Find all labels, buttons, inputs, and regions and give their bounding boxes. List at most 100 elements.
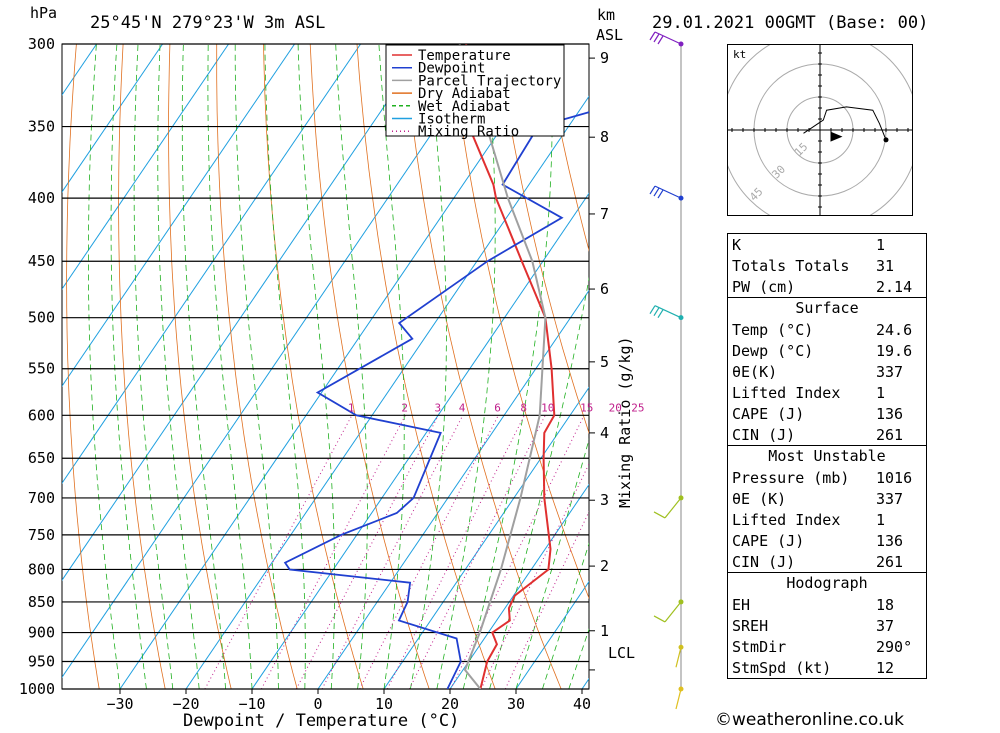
temperature-tick-label: 20: [441, 695, 459, 713]
indices-panel: K 1 Totals Totals 31 PW (cm) 2.14 Surface Tem…: [727, 233, 927, 679]
storm-motion-marker: [830, 131, 843, 142]
table-row: SREH 37: [728, 615, 928, 636]
dry-adiabat-line: [965, 44, 1000, 689]
pressure-tick-label: 550: [28, 360, 55, 378]
wind-barb: [653, 601, 682, 623]
mixing-ratio-label: 15: [580, 401, 593, 414]
parcel-trajectory-curve: [458, 44, 547, 689]
isotherm-line: [251, 192, 589, 689]
hodograph-trace: [803, 106, 887, 141]
pressure-tick-label: 650: [28, 449, 55, 467]
height-tick-label: 4: [600, 424, 609, 442]
index-label: StmSpd (kt): [732, 658, 832, 677]
pressure-tick-label: 750: [28, 526, 55, 544]
dry-adiabat-line: [918, 44, 1000, 689]
hodograph: 15 30 45 kt: [720, 30, 920, 230]
index-value: 12: [876, 658, 895, 677]
hodograph-box: Hodograph EH 18 SREH 37 StmDir 290° StmSpd (kt…: [727, 573, 927, 679]
table-row: Dewp (°C) 19.6: [728, 340, 928, 361]
datetime-title: 29.01.2021 00GMT (Base: 00): [652, 13, 928, 33]
mixing-ratio-line: [295, 415, 439, 689]
surface-title: Surface: [795, 299, 859, 317]
temperature-tick-label: 30: [507, 695, 525, 713]
hodograph-ring-label: 15: [792, 140, 811, 159]
table-row: Lifted Index 1: [728, 382, 928, 403]
height-tick-label: 9: [600, 49, 609, 67]
legend-label: Wet Adiabat: [418, 99, 511, 115]
index-label: Lifted Index: [732, 383, 841, 402]
mixing-ratio-label: 25: [631, 401, 644, 414]
isotherm-line: [62, 44, 494, 679]
index-label: CAPE (J): [732, 531, 805, 550]
index-label: SREH: [732, 616, 769, 635]
index-value: 290°: [876, 637, 913, 656]
temperature-tick-label: 0: [313, 695, 322, 713]
pressure-tick-label: 500: [28, 309, 55, 327]
table-row: CIN (J) 261: [728, 424, 928, 445]
pressure-tick-label: 700: [28, 489, 55, 507]
table-row: Temp (°C) 24.6: [728, 319, 928, 340]
table-row: StmDir 290°: [728, 636, 928, 657]
most-unstable-title: Most Unstable: [768, 447, 886, 465]
pressure-tick-label: 850: [28, 593, 55, 611]
table-row: PW (cm) 2.14: [728, 276, 928, 297]
temperature-curve: [463, 44, 556, 689]
index-value: 337: [876, 489, 904, 508]
index-label: Temp (°C): [732, 320, 814, 339]
index-label: Pressure (mb): [732, 468, 850, 487]
index-value: 1: [876, 235, 886, 254]
pressure-tick-label: 350: [28, 118, 55, 136]
index-value: 261: [876, 425, 904, 444]
temperature-tick-label: −10: [238, 695, 265, 713]
index-label: K: [732, 235, 742, 254]
index-label: CIN (J): [732, 552, 796, 571]
height-unit-km: km: [597, 6, 615, 24]
temperature-tick-label: 40: [573, 695, 591, 713]
isotherm-line: [62, 44, 362, 485]
temperature-tick-label: −20: [172, 695, 199, 713]
index-value: 31: [876, 256, 895, 275]
wind-barb: [675, 688, 682, 710]
copyright[interactable]: ©weatheronline.co.uk: [715, 710, 905, 730]
hodograph-endpoint: [883, 137, 889, 143]
height-tick-label: 6: [600, 280, 609, 298]
height-tick-label: 3: [600, 491, 609, 509]
index-value: 261: [876, 552, 904, 571]
pressure-tick-label: 600: [28, 406, 55, 424]
mixing-ratio-line: [321, 415, 464, 689]
wind-barb: [649, 185, 682, 199]
hodograph-unit: kt: [733, 48, 746, 61]
height-tick-label: 7: [600, 205, 609, 223]
wind-barb: [675, 647, 682, 668]
index-value: 1: [876, 383, 886, 402]
pressure-tick-label: 1000: [19, 680, 55, 698]
mixing-ratio-axis-title: Mixing Ratio (g/kg): [616, 336, 634, 508]
dewpoint-curve: [283, 111, 589, 689]
table-row: θE (K) 337: [728, 488, 928, 509]
index-value: 24.6: [876, 320, 913, 339]
index-label: Lifted Index: [732, 510, 841, 529]
wind-barb: [649, 31, 682, 45]
index-value: 136: [876, 531, 904, 550]
index-label: Totals Totals: [732, 256, 850, 275]
table-row: Totals Totals 31: [728, 255, 928, 276]
mixing-ratio-label: 1: [348, 401, 355, 414]
hodograph-ring-label: 45: [747, 185, 766, 204]
wind-profile: [649, 31, 684, 710]
legend-label: Isotherm: [418, 112, 485, 128]
pressure-tick-label: 900: [28, 624, 55, 642]
surface-box: Surface Temp (°C) 24.6 Dewp (°C) 19.6 θE(K) 3…: [727, 298, 927, 446]
table-row: Pressure (mb) 1016: [728, 467, 928, 488]
mixing-ratio-label: 3: [434, 401, 441, 414]
isotherm-line: [62, 44, 164, 193]
isotherm-line: [449, 483, 589, 689]
isotherm-line: [62, 44, 428, 582]
index-label: CAPE (J): [732, 404, 805, 423]
location-title: 25°45'N 279°23'W 3m ASL: [90, 13, 325, 33]
isotherm-line: [62, 44, 230, 290]
temperature-tick-label: 10: [375, 695, 393, 713]
index-value: 1016: [876, 468, 913, 487]
pressure-tick-label: 800: [28, 560, 55, 578]
temperature-tick-label: −30: [106, 695, 133, 713]
